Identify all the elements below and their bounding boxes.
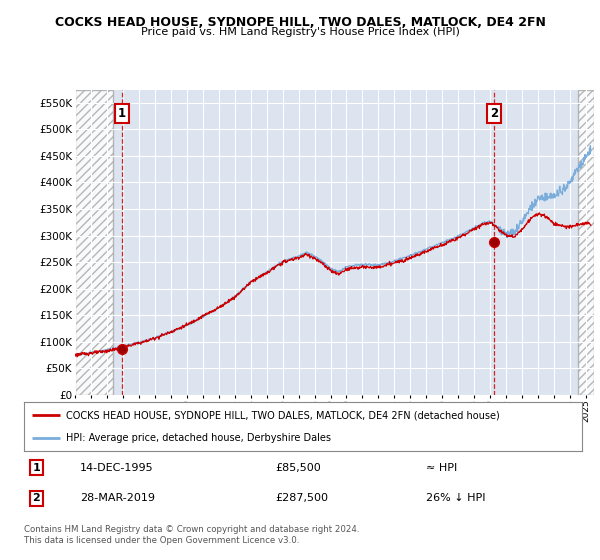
Bar [75,90,113,395]
Text: £287,500: £287,500 [275,493,328,503]
Text: Price paid vs. HM Land Registry's House Price Index (HPI): Price paid vs. HM Land Registry's House … [140,27,460,37]
Text: HPI: Average price, detached house, Derbyshire Dales: HPI: Average price, detached house, Derb… [66,433,331,443]
Text: 28-MAR-2019: 28-MAR-2019 [80,493,155,503]
Text: £85,500: £85,500 [275,463,321,473]
Bar [578,90,594,395]
Text: 26% ↓ HPI: 26% ↓ HPI [426,493,485,503]
Text: This data is licensed under the Open Government Licence v3.0.: This data is licensed under the Open Gov… [24,536,299,545]
Text: 2: 2 [490,107,498,120]
Text: 1: 1 [32,463,40,473]
Text: Contains HM Land Registry data © Crown copyright and database right 2024.: Contains HM Land Registry data © Crown c… [24,525,359,534]
Text: 2: 2 [32,493,40,503]
Text: COCKS HEAD HOUSE, SYDNOPE HILL, TWO DALES, MATLOCK, DE4 2FN: COCKS HEAD HOUSE, SYDNOPE HILL, TWO DALE… [55,16,545,29]
Text: 1: 1 [118,107,126,120]
Text: ≈ HPI: ≈ HPI [426,463,457,473]
Text: 14-DEC-1995: 14-DEC-1995 [80,463,154,473]
Text: COCKS HEAD HOUSE, SYDNOPE HILL, TWO DALES, MATLOCK, DE4 2FN (detached house): COCKS HEAD HOUSE, SYDNOPE HILL, TWO DALE… [66,410,500,421]
